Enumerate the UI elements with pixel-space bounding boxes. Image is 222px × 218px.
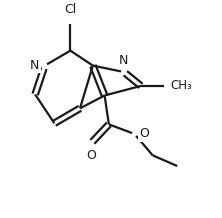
Text: Cl: Cl (64, 3, 77, 16)
Text: N: N (119, 54, 129, 67)
Text: O: O (139, 128, 149, 140)
Text: N: N (30, 59, 40, 72)
Text: CH₃: CH₃ (171, 79, 192, 92)
Text: O: O (86, 149, 96, 162)
